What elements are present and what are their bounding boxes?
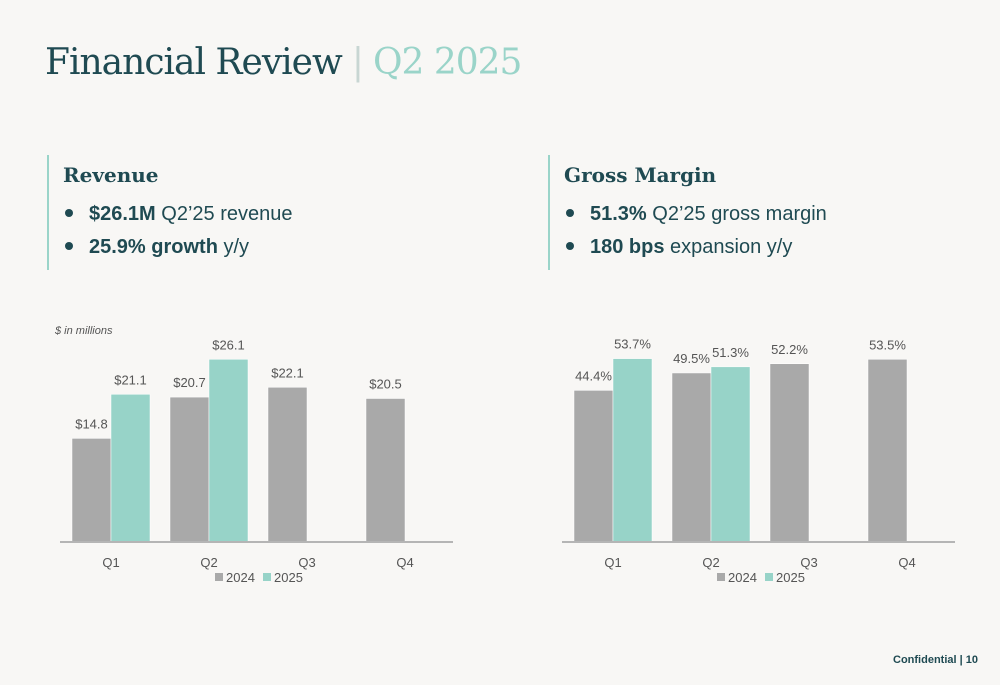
gross-margin-title: Gross Margin (564, 163, 717, 187)
revenue-bar-chart: $14.8 $21.1 Q1 $20.7 $26.1 Q2 $22.1 Q3 $20.5 Q4 20… (60, 337, 453, 585)
x-tick-label: Q4 (396, 555, 413, 570)
bar-2024-Q1 (71, 438, 112, 543)
gross-margin-bullet-1: 51.3% Q2’25 gross margin (566, 203, 827, 226)
units-note: $ in millions (55, 325, 113, 337)
legend-swatch-2024 (717, 573, 725, 581)
title-period: Q2 2025 (372, 42, 522, 83)
bar-2025-Q1 (612, 358, 653, 543)
revenue-bullet-2: 25.9% growth y/y (65, 236, 249, 259)
legend-label: 2025 (274, 570, 303, 585)
bar-2024-Q2 (169, 396, 210, 543)
data-label: 53.7% (614, 337, 651, 352)
data-label: 49.5% (673, 351, 710, 366)
bar-2024-Q2 (671, 372, 712, 543)
bullet-icon (65, 241, 73, 250)
title-separator: | (351, 42, 364, 83)
data-label: $21.1 (114, 372, 147, 387)
bullet-text: expansion y/y (664, 236, 793, 258)
bullet-bold: 25.9% growth (89, 236, 218, 258)
data-label: 51.3% (712, 345, 749, 360)
title-text: Financial Review (45, 42, 343, 83)
bar-2024-Q3 (769, 363, 810, 543)
bullet-icon (566, 241, 574, 250)
bullet-bold: 180 bps (590, 236, 665, 258)
data-label: $20.7 (173, 375, 206, 390)
bullet-text: Q2’25 revenue (155, 203, 293, 225)
gross-margin-bullet-2: 180 bps expansion y/y (566, 236, 792, 259)
footer-confidential: Confidential | 10 (893, 654, 978, 666)
legend-swatch-2025 (263, 573, 271, 581)
legend-swatch-2024 (215, 573, 223, 581)
bullet-icon (566, 208, 574, 217)
x-tick-label: Q1 (102, 555, 119, 570)
bullet-bold: 51.3% (590, 203, 647, 225)
gross-margin-panel: Gross Margin 51.3% Q2’25 gross margin 18… (548, 155, 970, 270)
legend-label: 2024 (226, 570, 255, 585)
bar-2025-Q2 (710, 366, 751, 543)
bullet-text: y/y (217, 236, 250, 258)
data-label: $26.1 (212, 337, 245, 352)
page-title: Financial Review | Q2 2025 (45, 42, 522, 83)
data-label: $22.1 (271, 365, 304, 380)
bar-2025-Q1 (110, 394, 151, 543)
revenue-panel: Revenue $26.1M Q2’25 revenue 25.9% growt… (47, 155, 469, 270)
bar-2024-Q3 (267, 387, 308, 543)
x-tick-label: Q3 (298, 555, 315, 570)
legend-label: 2025 (776, 570, 805, 585)
data-label: 52.2% (771, 342, 808, 357)
x-tick-label: Q2 (200, 555, 217, 570)
bar-2024-Q4 (365, 398, 406, 543)
bar-2024-Q4 (867, 359, 908, 543)
x-tick-label: Q3 (800, 555, 817, 570)
x-tick-label: Q1 (604, 555, 621, 570)
legend-swatch-2025 (765, 573, 773, 581)
bullet-text: Q2’25 gross margin (646, 203, 827, 225)
bar-2025-Q2 (208, 359, 249, 543)
x-tick-label: Q4 (898, 555, 915, 570)
legend-label: 2024 (728, 570, 757, 585)
data-label: 53.5% (869, 337, 906, 352)
x-tick-label: Q2 (702, 555, 719, 570)
bullet-bold: $26.1M (89, 203, 156, 225)
bar-2024-Q1 (573, 390, 614, 543)
data-label: $14.8 (75, 416, 108, 431)
gross-margin-bar-chart: 44.4% 53.7% Q1 49.5% 51.3% Q2 52.2% Q3 53.5% Q4 20… (562, 337, 955, 585)
revenue-title: Revenue (63, 163, 159, 187)
revenue-bullet-1: $26.1M Q2’25 revenue (65, 203, 292, 226)
data-label: 44.4% (575, 368, 612, 383)
data-label: $20.5 (369, 377, 402, 392)
bullet-icon (65, 208, 73, 217)
